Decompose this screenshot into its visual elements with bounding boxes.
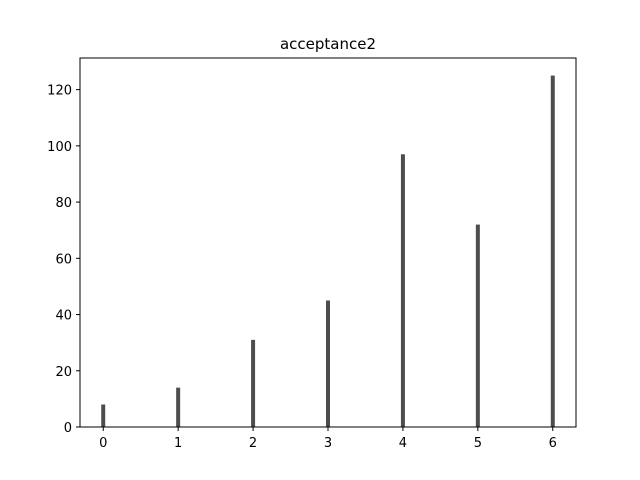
x-tick-label: 2 (249, 436, 257, 451)
y-tick-label: 40 (55, 309, 72, 324)
bar-6 (550, 75, 555, 427)
bar-5 (475, 224, 480, 427)
bar-4 (400, 154, 405, 428)
bar-3 (326, 300, 330, 427)
chart-title: acceptance2 (280, 35, 376, 53)
x-tick-label: 0 (99, 436, 107, 451)
y-axis: 0 20 40 60 80 100 120 (47, 84, 80, 436)
bar-2 (251, 339, 256, 427)
bar-1 (176, 387, 181, 427)
bar-0 (101, 404, 106, 427)
plot-frame (79, 57, 577, 428)
y-tick-label: 20 (55, 365, 72, 380)
y-tick-label: 120 (47, 84, 72, 99)
y-tick-label: 0 (64, 421, 72, 436)
x-tick-label: 4 (399, 436, 407, 451)
y-tick-label: 80 (55, 196, 72, 211)
x-axis: 0 1 2 3 4 5 6 (99, 427, 557, 451)
x-tick-label: 5 (474, 436, 482, 451)
x-tick-label: 3 (324, 436, 332, 451)
x-tick-label: 6 (549, 436, 557, 451)
x-tick-label: 1 (174, 436, 182, 451)
y-tick-label: 100 (47, 140, 72, 155)
bars-group (101, 75, 555, 428)
y-tick-label: 60 (55, 252, 72, 267)
